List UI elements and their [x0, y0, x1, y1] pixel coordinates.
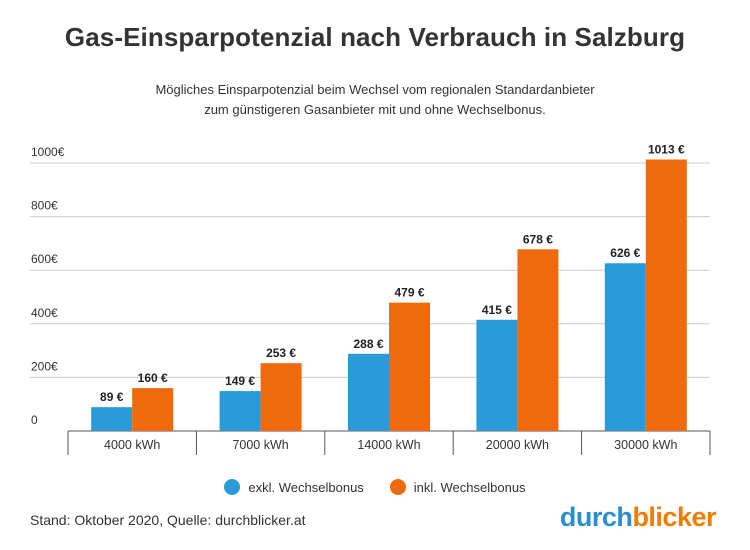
y-tick-label: 400€: [31, 306, 58, 320]
data-label: 149 €: [225, 374, 255, 388]
legend-item-exkl: exkl. Wechselbonus: [224, 479, 364, 495]
bar-exkl: [219, 391, 261, 431]
legend: exkl. Wechselbonus inkl. Wechselbonus: [0, 479, 750, 495]
x-tick-label: 30000 kWh: [614, 438, 677, 452]
y-tick-label: 800€: [31, 199, 58, 213]
bar-inkl: [645, 159, 687, 432]
y-tick-label: 200€: [31, 359, 58, 373]
x-tick-label: 7000 kWh: [232, 438, 288, 452]
subtitle-line-2: zum günstigeren Gasanbieter mit und ohne…: [204, 102, 546, 117]
source-footer: Stand: Oktober 2020, Quelle: durchblicke…: [30, 512, 306, 528]
legend-label-inkl: inkl. Wechselbonus: [413, 479, 526, 495]
logo-part-1: durch: [559, 502, 633, 532]
data-label: 1013 €: [648, 143, 685, 157]
legend-item-inkl: inkl. Wechselbonus: [389, 479, 526, 495]
data-label: 678 €: [523, 232, 553, 246]
bar-inkl: [260, 363, 302, 431]
bar-exkl: [91, 407, 133, 431]
data-label: 415 €: [482, 303, 512, 317]
legend-swatch-orange: [389, 479, 406, 495]
chart-subtitle: Mögliches Einsparpotenzial beim Wechsel …: [0, 80, 750, 120]
x-tick-label: 4000 kWh: [104, 438, 160, 452]
logo-part-2: blicker: [632, 502, 716, 532]
data-label: 626 €: [610, 246, 640, 260]
subtitle-line-1: Mögliches Einsparpotenzial beim Wechsel …: [155, 82, 595, 97]
bar-exkl: [348, 353, 389, 431]
bar-exkl: [604, 263, 646, 431]
durchblicker-logo: durchblicker: [559, 502, 717, 533]
legend-swatch-blue: [224, 479, 241, 495]
y-tick-label: 0: [31, 413, 38, 427]
data-label: 89 €: [100, 390, 124, 404]
chart-title: Gas-Einsparpotenzial nach Verbrauch in S…: [64, 22, 686, 52]
bar-inkl: [517, 249, 559, 431]
bar-exkl: [476, 319, 518, 431]
x-tick-label: 14000 kWh: [357, 438, 420, 452]
bar-inkl: [132, 388, 174, 431]
data-label: 160 €: [138, 371, 168, 385]
data-label: 479 €: [394, 286, 424, 300]
y-tick-label: 1000€: [31, 145, 65, 159]
x-tick-label: 20000 kWh: [486, 438, 549, 452]
bar-inkl: [389, 302, 430, 431]
legend-label-exkl: exkl. Wechselbonus: [248, 479, 364, 495]
y-tick-label: 600€: [31, 252, 58, 266]
data-label: 253 €: [266, 346, 296, 360]
data-label: 288 €: [353, 337, 383, 351]
